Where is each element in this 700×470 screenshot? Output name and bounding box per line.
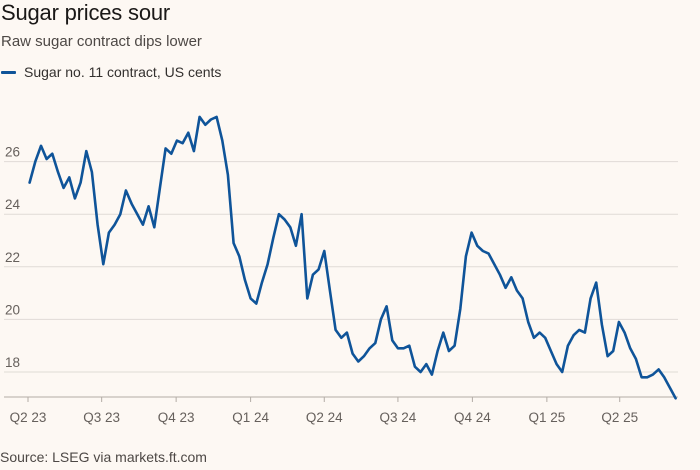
legend: Sugar no. 11 contract, US cents (1, 64, 221, 80)
grid-lines (4, 161, 678, 398)
y-tick-label-18: 18 (5, 355, 20, 370)
y-axis: 18 20 22 24 26 (5, 145, 21, 370)
x-tick-label-q3-23: Q3 23 (83, 410, 120, 425)
y-tick-label-20: 20 (5, 302, 20, 317)
legend-label: Sugar no. 11 contract, US cents (24, 64, 222, 80)
x-axis: Q2 23 Q3 23 Q4 23 Q1 24 Q2 24 Q3 24 Q4 24 Q1 25… (10, 397, 638, 425)
x-tick-label-q4-24: Q4 24 (454, 410, 491, 425)
x-tick-label-q4-23: Q4 23 (158, 410, 195, 425)
legend-swatch (1, 70, 16, 74)
y-tick-label-22: 22 (5, 250, 20, 265)
series-line-sugar-no-11 (28, 115, 677, 400)
x-tick-label-q2-25: Q2 25 (601, 410, 638, 425)
x-tick-label-q1-24: Q1 24 (232, 410, 269, 425)
series-layer (28, 115, 677, 400)
x-tick-label-q2-23: Q2 23 (10, 410, 47, 425)
y-tick-label-26: 26 (5, 145, 20, 160)
x-tick-label-q3-24: Q3 24 (380, 410, 417, 425)
chart-title: Sugar prices sour (1, 0, 171, 25)
x-tick-label-q1-25: Q1 25 (528, 410, 565, 425)
source-note: Source: LSEG via markets.ft.com (0, 449, 207, 465)
chart-subtitle: Raw sugar contract dips lower (1, 33, 202, 50)
y-tick-label-24: 24 (5, 197, 21, 212)
x-tick-label-q2-24: Q2 24 (306, 410, 343, 425)
